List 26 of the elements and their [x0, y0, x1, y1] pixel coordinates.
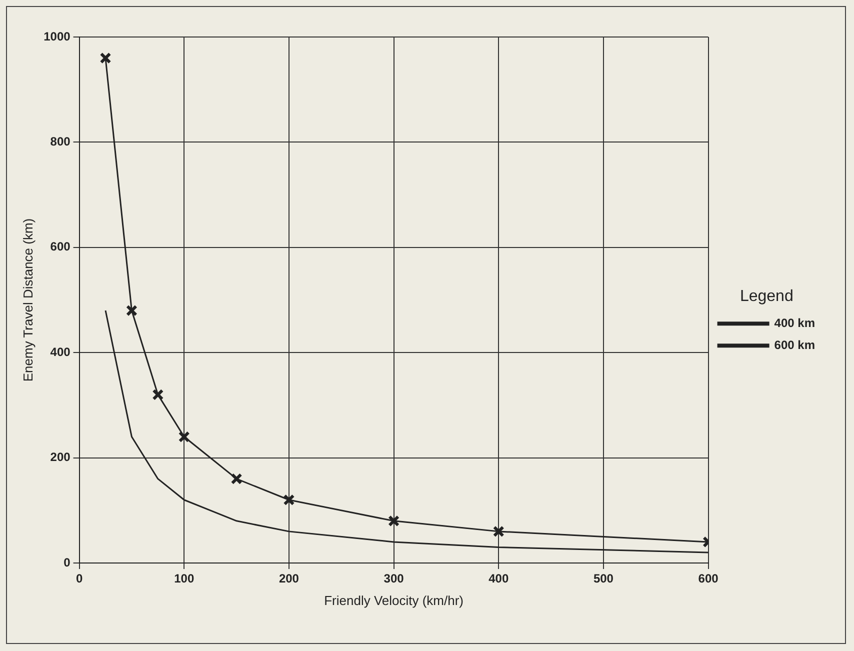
point [388, 515, 400, 527]
point [126, 304, 138, 316]
legend-title: Legend [740, 288, 794, 305]
x-tick-label: 100 [174, 572, 194, 586]
y-axis-title: Enemy Travel Distance (km) [20, 218, 36, 382]
x-tick-label: 400 [488, 572, 509, 586]
point [492, 526, 504, 538]
x-tick-label: 200 [278, 572, 300, 586]
y-tick-label: 1000 [44, 29, 71, 44]
point [178, 431, 190, 443]
legend-label: 600 km [774, 338, 816, 352]
y-tick-label: 600 [50, 240, 71, 254]
point [230, 473, 242, 485]
point [283, 494, 295, 506]
x-tick-label: 600 [698, 572, 719, 586]
x-tick-label: 0 [76, 572, 83, 586]
point [152, 388, 164, 400]
y-tick-label: 200 [50, 450, 71, 464]
x-tick-label: 300 [384, 572, 404, 586]
y-tick-label: 400 [50, 344, 71, 359]
y-tick-label: 800 [50, 134, 71, 149]
legend-label: 400 km [774, 316, 816, 330]
y-tick-label: 0 [64, 555, 71, 570]
x-axis-title: Friendly Velocity (km/hr) [324, 592, 464, 608]
point [100, 52, 112, 64]
x-tick-label: 500 [593, 572, 614, 586]
